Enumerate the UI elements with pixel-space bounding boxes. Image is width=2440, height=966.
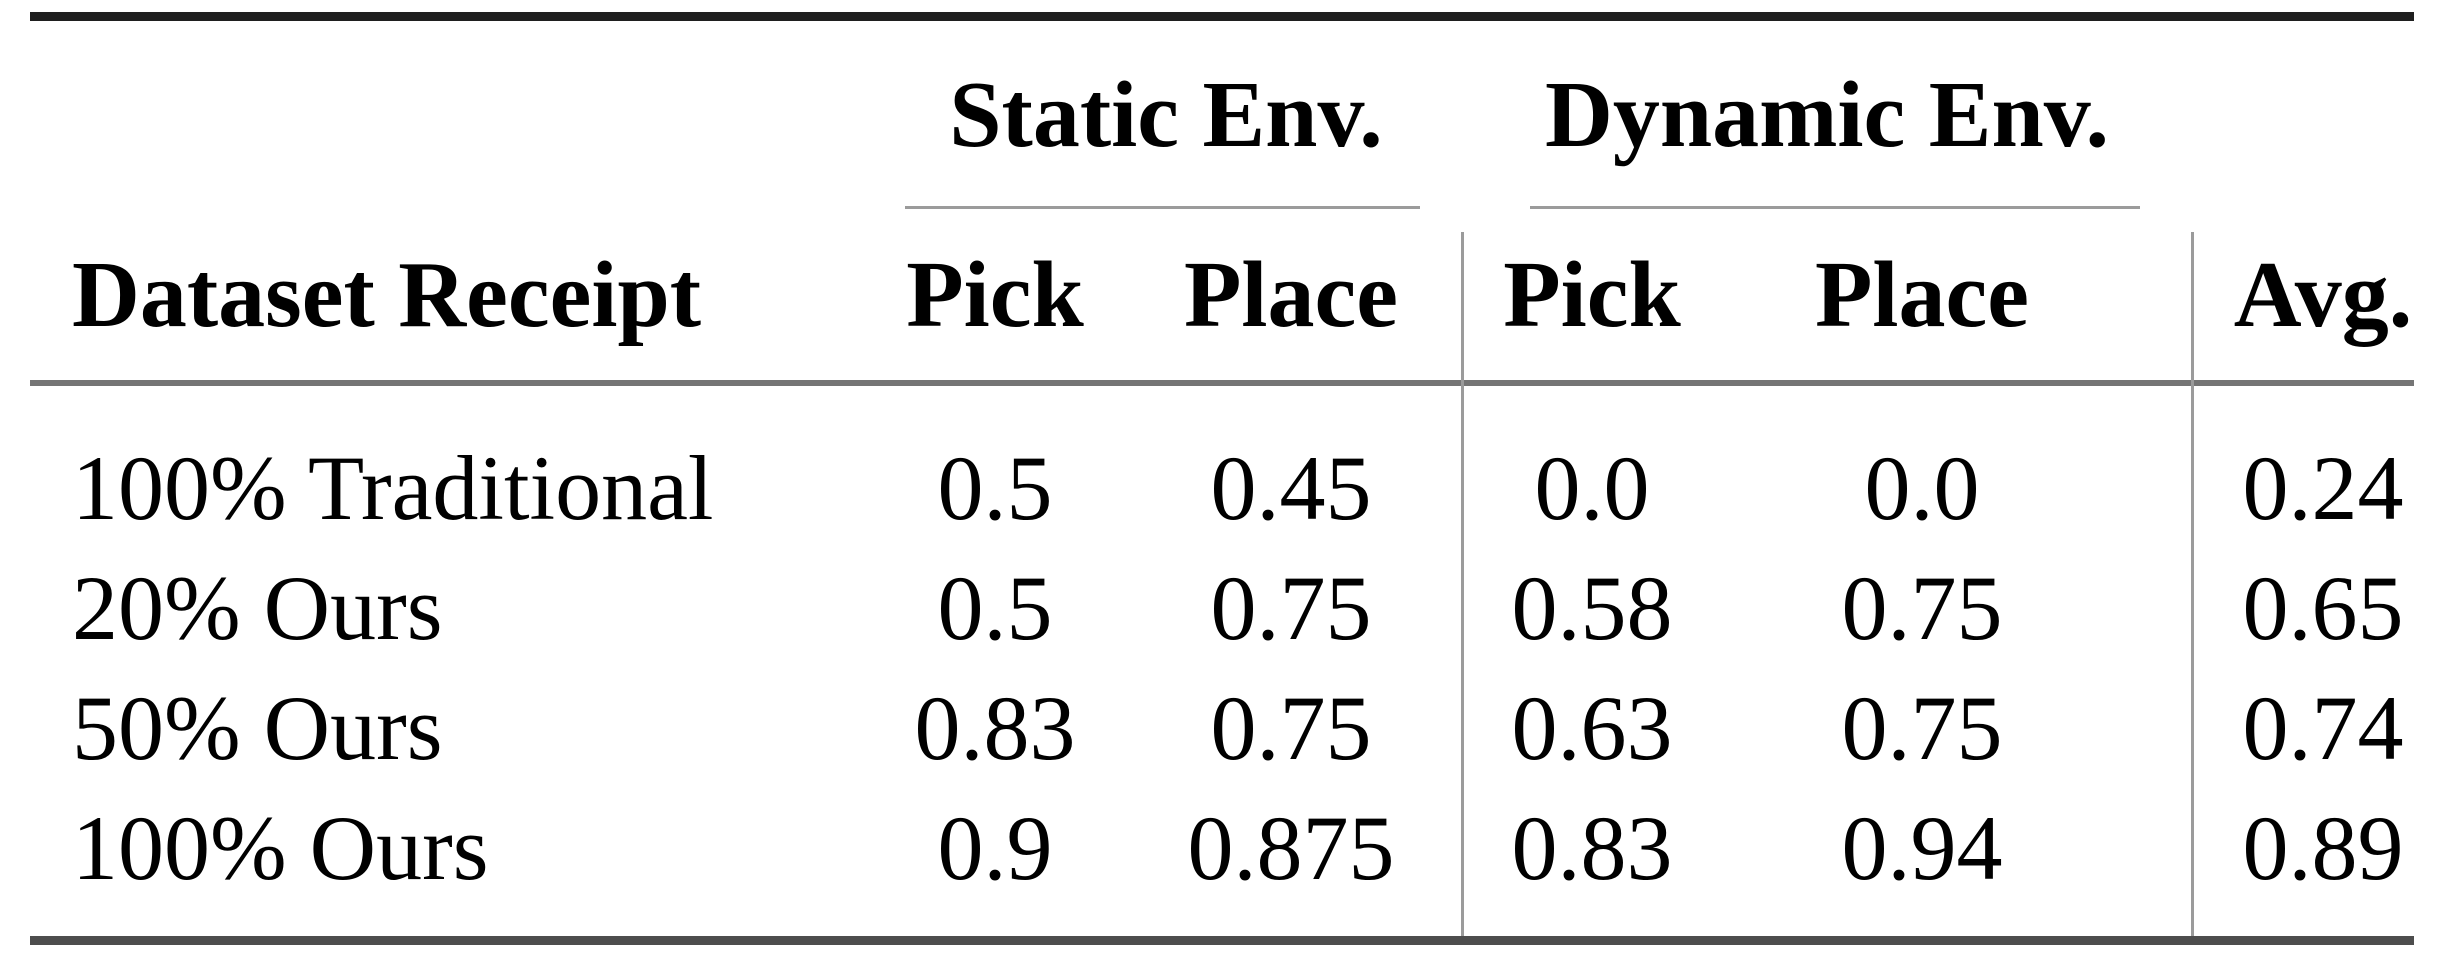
col-header-dataset: Dataset Receipt [72, 242, 702, 347]
avg-divider [2191, 232, 2194, 936]
cell-avg: 0.65 [2242, 557, 2404, 659]
row-label: 20% Ours [72, 557, 443, 659]
col-header-static-pick: Pick [906, 242, 1084, 347]
cell-dynamic-pick: 0.63 [1511, 677, 1673, 779]
table-row: 50% Ours 0.83 0.75 0.63 0.75 0.74 [30, 668, 2414, 788]
table-row: 100% Ours 0.9 0.875 0.83 0.94 0.89 [30, 788, 2414, 934]
top-rule [30, 12, 2414, 21]
row-label: 100% Traditional [72, 437, 714, 539]
cell-dynamic-pick: 0.83 [1511, 797, 1673, 899]
row-label: 100% Ours [72, 797, 489, 899]
col-header-avg: Avg. [2233, 242, 2413, 347]
spacer-cell [2192, 21, 2414, 209]
column-group-row: Static Env. Dynamic Env. [30, 21, 2414, 209]
cell-dynamic-place: 0.0 [1864, 437, 1980, 539]
col-header-dynamic-pick: Pick [1503, 242, 1681, 347]
cell-dynamic-place: 0.75 [1841, 677, 2003, 779]
cell-static-place: 0.75 [1210, 557, 1372, 659]
cell-dynamic-place: 0.94 [1841, 797, 2003, 899]
static-group-underline [905, 206, 1420, 209]
table-row: 100% Traditional 0.5 0.45 0.0 0.0 0.24 [30, 380, 2414, 548]
cell-static-place: 0.45 [1210, 437, 1372, 539]
cell-dynamic-pick: 0.58 [1511, 557, 1673, 659]
header-rule [30, 380, 2414, 386]
col-header-static-place: Place [1184, 242, 1398, 347]
cell-static-pick: 0.83 [914, 677, 1076, 779]
col-group-static: Static Env. [949, 63, 1383, 167]
cell-dynamic-place: 0.75 [1841, 557, 2003, 659]
table-row: 20% Ours 0.5 0.75 0.58 0.75 0.65 [30, 548, 2414, 668]
cell-avg: 0.24 [2242, 437, 2404, 539]
cell-static-pick: 0.5 [937, 437, 1053, 539]
cell-avg: 0.89 [2242, 797, 2404, 899]
col-group-dynamic: Dynamic Env. [1544, 63, 2110, 167]
cell-dynamic-pick: 0.0 [1534, 437, 1650, 539]
dynamic-group-underline [1530, 206, 2140, 209]
cell-static-pick: 0.5 [937, 557, 1053, 659]
cell-avg: 0.74 [2242, 677, 2404, 779]
cell-static-pick: 0.9 [937, 797, 1053, 899]
static-dynamic-divider [1461, 232, 1464, 936]
col-header-dynamic-place: Place [1815, 242, 2029, 347]
row-label: 50% Ours [72, 677, 443, 779]
bottom-rule [30, 936, 2414, 945]
spacer-cell [30, 21, 870, 209]
column-header-row: Dataset Receipt Pick Place Pick Place Av… [30, 209, 2414, 380]
cell-static-place: 0.75 [1210, 677, 1372, 779]
results-table: Static Env. Dynamic Env. Dataset Receipt… [30, 21, 2414, 934]
cell-static-place: 0.875 [1187, 797, 1395, 899]
